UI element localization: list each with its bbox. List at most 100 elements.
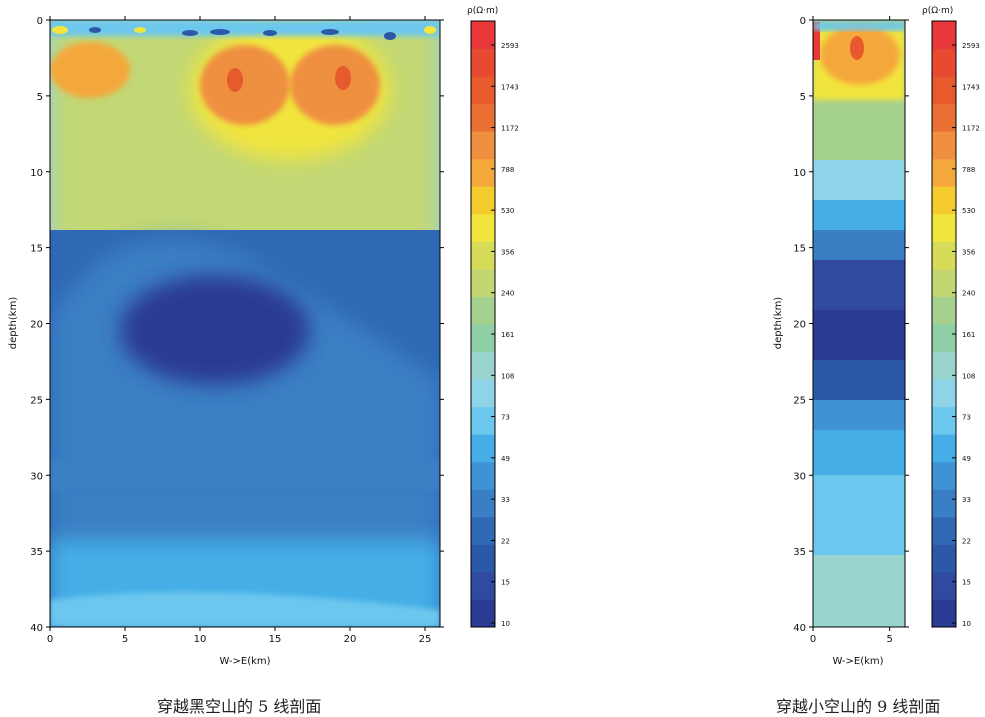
right-colorbar-swatch [932, 544, 956, 573]
left-ytick-label: 30 [30, 471, 43, 482]
left-colorbar-swatch [471, 324, 495, 353]
right-ytick-label: 15 [793, 244, 806, 255]
right-colorbar-tick-label: 22 [962, 537, 971, 545]
left-colorbar-tick-label: 2593 [501, 42, 519, 50]
left-colorbar-tick-label: 1172 [501, 125, 519, 133]
left-colorbar-frame [470, 20, 496, 628]
right-colorbar-tick-label: 15 [962, 579, 971, 587]
left-ylabel: depth(km) [8, 297, 19, 350]
left-ytick-label: 10 [30, 168, 43, 179]
left-colorbar-swatch [471, 158, 495, 187]
left-xtick-label: 5 [122, 634, 128, 645]
left-section-heatmap [49, 19, 441, 628]
right-ytick-label: 30 [793, 471, 806, 482]
left-colorbar-tick-label: 73 [501, 414, 510, 422]
left-colorbar-tick-label: 240 [501, 290, 514, 298]
left-axes: 0 5 10 15 20 25 30 35 40 0 5 10 15 20 25 depth(km) W-… [8, 16, 444, 667]
right-ylabel: depth(km) [773, 297, 784, 350]
left-xtick-label: 20 [344, 634, 357, 645]
right-colorbar: ρ(Ω·m) 2593 1743 1172 788 530 356 240 161 108 73 4… [922, 6, 980, 628]
right-ytick-label: 0 [800, 16, 806, 27]
left-colorbar-swatch [471, 48, 495, 77]
right-caption: 穿越小空山的 9 线剖面 [776, 697, 941, 716]
right-colorbar-swatch [932, 158, 956, 187]
left-colorbar-swatch [471, 76, 495, 105]
right-colorbar-swatch [932, 406, 956, 435]
right-colorbar-tick-label: 161 [962, 331, 975, 339]
left-ytick-label: 35 [30, 547, 43, 558]
right-axes: 0 5 10 15 20 25 30 35 40 0 5 depth(km) W->E(km) [773, 16, 909, 667]
left-colorbar-tick-label: 788 [501, 166, 514, 174]
left-colorbar-swatch [471, 544, 495, 573]
right-xtick-label: 0 [810, 634, 816, 645]
left-colorbar-swatch [471, 296, 495, 325]
right-xlabel: W->E(km) [832, 656, 883, 667]
left-colorbar-swatch [471, 213, 495, 242]
left-colorbar-swatch [471, 571, 495, 600]
right-colorbar-tick-label: 1743 [962, 83, 980, 91]
right-colorbar-tick-label: 2593 [962, 42, 980, 50]
left-xtick-label: 15 [269, 634, 282, 645]
left-ytick-label: 25 [30, 395, 43, 406]
left-ytick-label: 15 [30, 244, 43, 255]
right-colorbar-swatch [932, 571, 956, 600]
right-ytick-label: 25 [793, 395, 806, 406]
left-xtick-label: 25 [419, 634, 432, 645]
right-colorbar-swatch [932, 379, 956, 408]
left-colorbar-tick-label: 1743 [501, 83, 519, 91]
left-colorbar-swatch [471, 406, 495, 435]
right-colorbar-swatch [932, 76, 956, 105]
right-colorbar-tick-label: 73 [962, 414, 971, 422]
left-ytick-label: 0 [37, 16, 43, 27]
left-colorbar-tick-label: 15 [501, 579, 510, 587]
left-xtick-label: 10 [194, 634, 207, 645]
right-ytick-label: 20 [793, 320, 806, 331]
right-colorbar-tick-label: 49 [962, 455, 971, 463]
right-colorbar-swatch [932, 21, 956, 50]
right-colorbar-swatch [932, 461, 956, 490]
left-colorbar-tick-label: 161 [501, 331, 514, 339]
right-ytick-label: 40 [793, 623, 806, 634]
left-xlabel: W->E(km) [219, 656, 270, 667]
left-colorbar-swatch [471, 379, 495, 408]
left-colorbar-label: ρ(Ω·m) [467, 6, 498, 16]
right-colorbar-tick-label: 10 [962, 620, 971, 628]
right-xtick-label: 5 [886, 634, 892, 645]
right-colorbar-tick-label: 240 [962, 290, 975, 298]
right-ytick-label: 5 [800, 92, 806, 103]
left-colorbar-tick-label: 49 [501, 455, 510, 463]
left-ytick-label: 40 [30, 623, 43, 634]
right-colorbar-tick-label: 108 [962, 372, 975, 380]
right-colorbar-swatch [932, 213, 956, 242]
left-ytick-label: 20 [30, 320, 43, 331]
left-colorbar-tick-label: 10 [501, 620, 510, 628]
left-colorbar-tick-label: 356 [501, 248, 515, 256]
right-colorbar-swatch [932, 489, 956, 518]
left-colorbar-swatch [471, 21, 495, 50]
right-colorbar-label: ρ(Ω·m) [922, 6, 953, 16]
right-colorbar-tick-label: 530 [962, 207, 975, 215]
right-colorbar-tick-label: 356 [962, 248, 976, 256]
left-xtick-label: 0 [47, 634, 53, 645]
left-colorbar-swatch [471, 461, 495, 490]
right-colorbar-swatch [932, 296, 956, 325]
right-section-heatmap [812, 19, 906, 628]
right-colorbar-tick-label: 788 [962, 166, 975, 174]
right-colorbar-tick-label: 1172 [962, 125, 980, 133]
left-colorbar-tick-label: 530 [501, 207, 514, 215]
right-colorbar-tick-label: 33 [962, 496, 971, 504]
right-colorbar-swatch [932, 241, 956, 270]
left-colorbar-swatch [471, 241, 495, 270]
left-colorbar-swatch [471, 131, 495, 160]
left-colorbar-tick-label: 108 [501, 372, 514, 380]
right-colorbar-swatch [932, 48, 956, 77]
left-caption: 穿越黑空山的 5 线剖面 [157, 697, 322, 716]
right-ytick-label: 10 [793, 168, 806, 179]
right-colorbar-swatch [932, 131, 956, 160]
right-ytick-label: 35 [793, 547, 806, 558]
left-colorbar-tick-label: 33 [501, 496, 510, 504]
left-ytick-label: 5 [37, 92, 43, 103]
left-colorbar: ρ(Ω·m) 2593 1743 1172 788 530 356 240 161 108 73 4… [467, 6, 519, 628]
left-colorbar-tick-label: 22 [501, 537, 510, 545]
